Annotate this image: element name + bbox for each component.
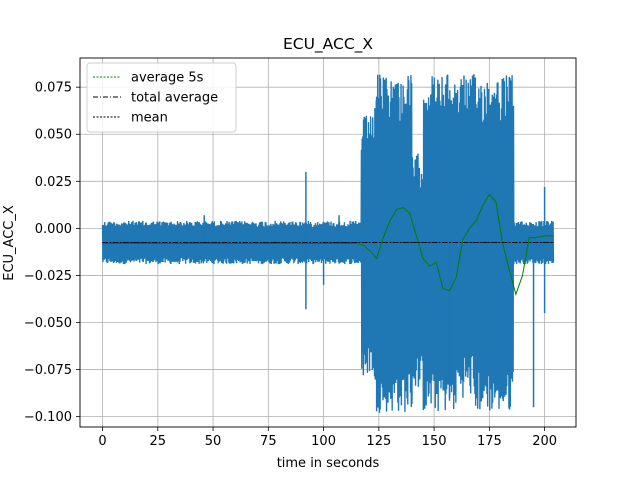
y-axis-title: ECU_ACC_X [2,205,17,281]
x-tick-label: 25 [150,434,167,449]
average-5s-line [102,193,554,296]
x-tick-label: 0 [98,434,106,449]
x-tick-label: 100 [311,434,336,449]
y-tick-label: −0.100 [24,410,72,425]
legend: average 5s total average mean [86,62,237,133]
x-tick-label: 200 [532,434,557,449]
legend-total-average-label: total average [131,91,218,106]
x-tick-label: 50 [205,434,222,449]
x-tick-label: 75 [260,434,277,449]
axis-ticks: 0 25 50 75 100 125 150 175 200 −0.100 −0.075 −0.050… [24,81,557,449]
legend-average-5s-label: average 5s [131,71,204,86]
x-tick-label: 175 [477,434,502,449]
y-tick-label: −0.075 [24,363,72,378]
y-tick-label: 0.000 [35,222,72,237]
legend-box [86,62,237,133]
x-tick-label: 150 [422,434,447,449]
y-tick-label: 0.025 [35,175,72,190]
chart-title: ECU_ACC_X [283,35,373,54]
x-tick-label: 125 [366,434,391,449]
legend-mean-label: mean [131,111,168,126]
y-tick-label: −0.050 [24,316,72,331]
average-lines [102,193,554,296]
y-tick-label: −0.025 [24,269,72,284]
y-tick-label: 0.050 [35,128,72,143]
x-axis-title: time in seconds [277,456,380,471]
plot-frame [79,57,577,428]
y-tick-label: 0.075 [35,81,72,96]
